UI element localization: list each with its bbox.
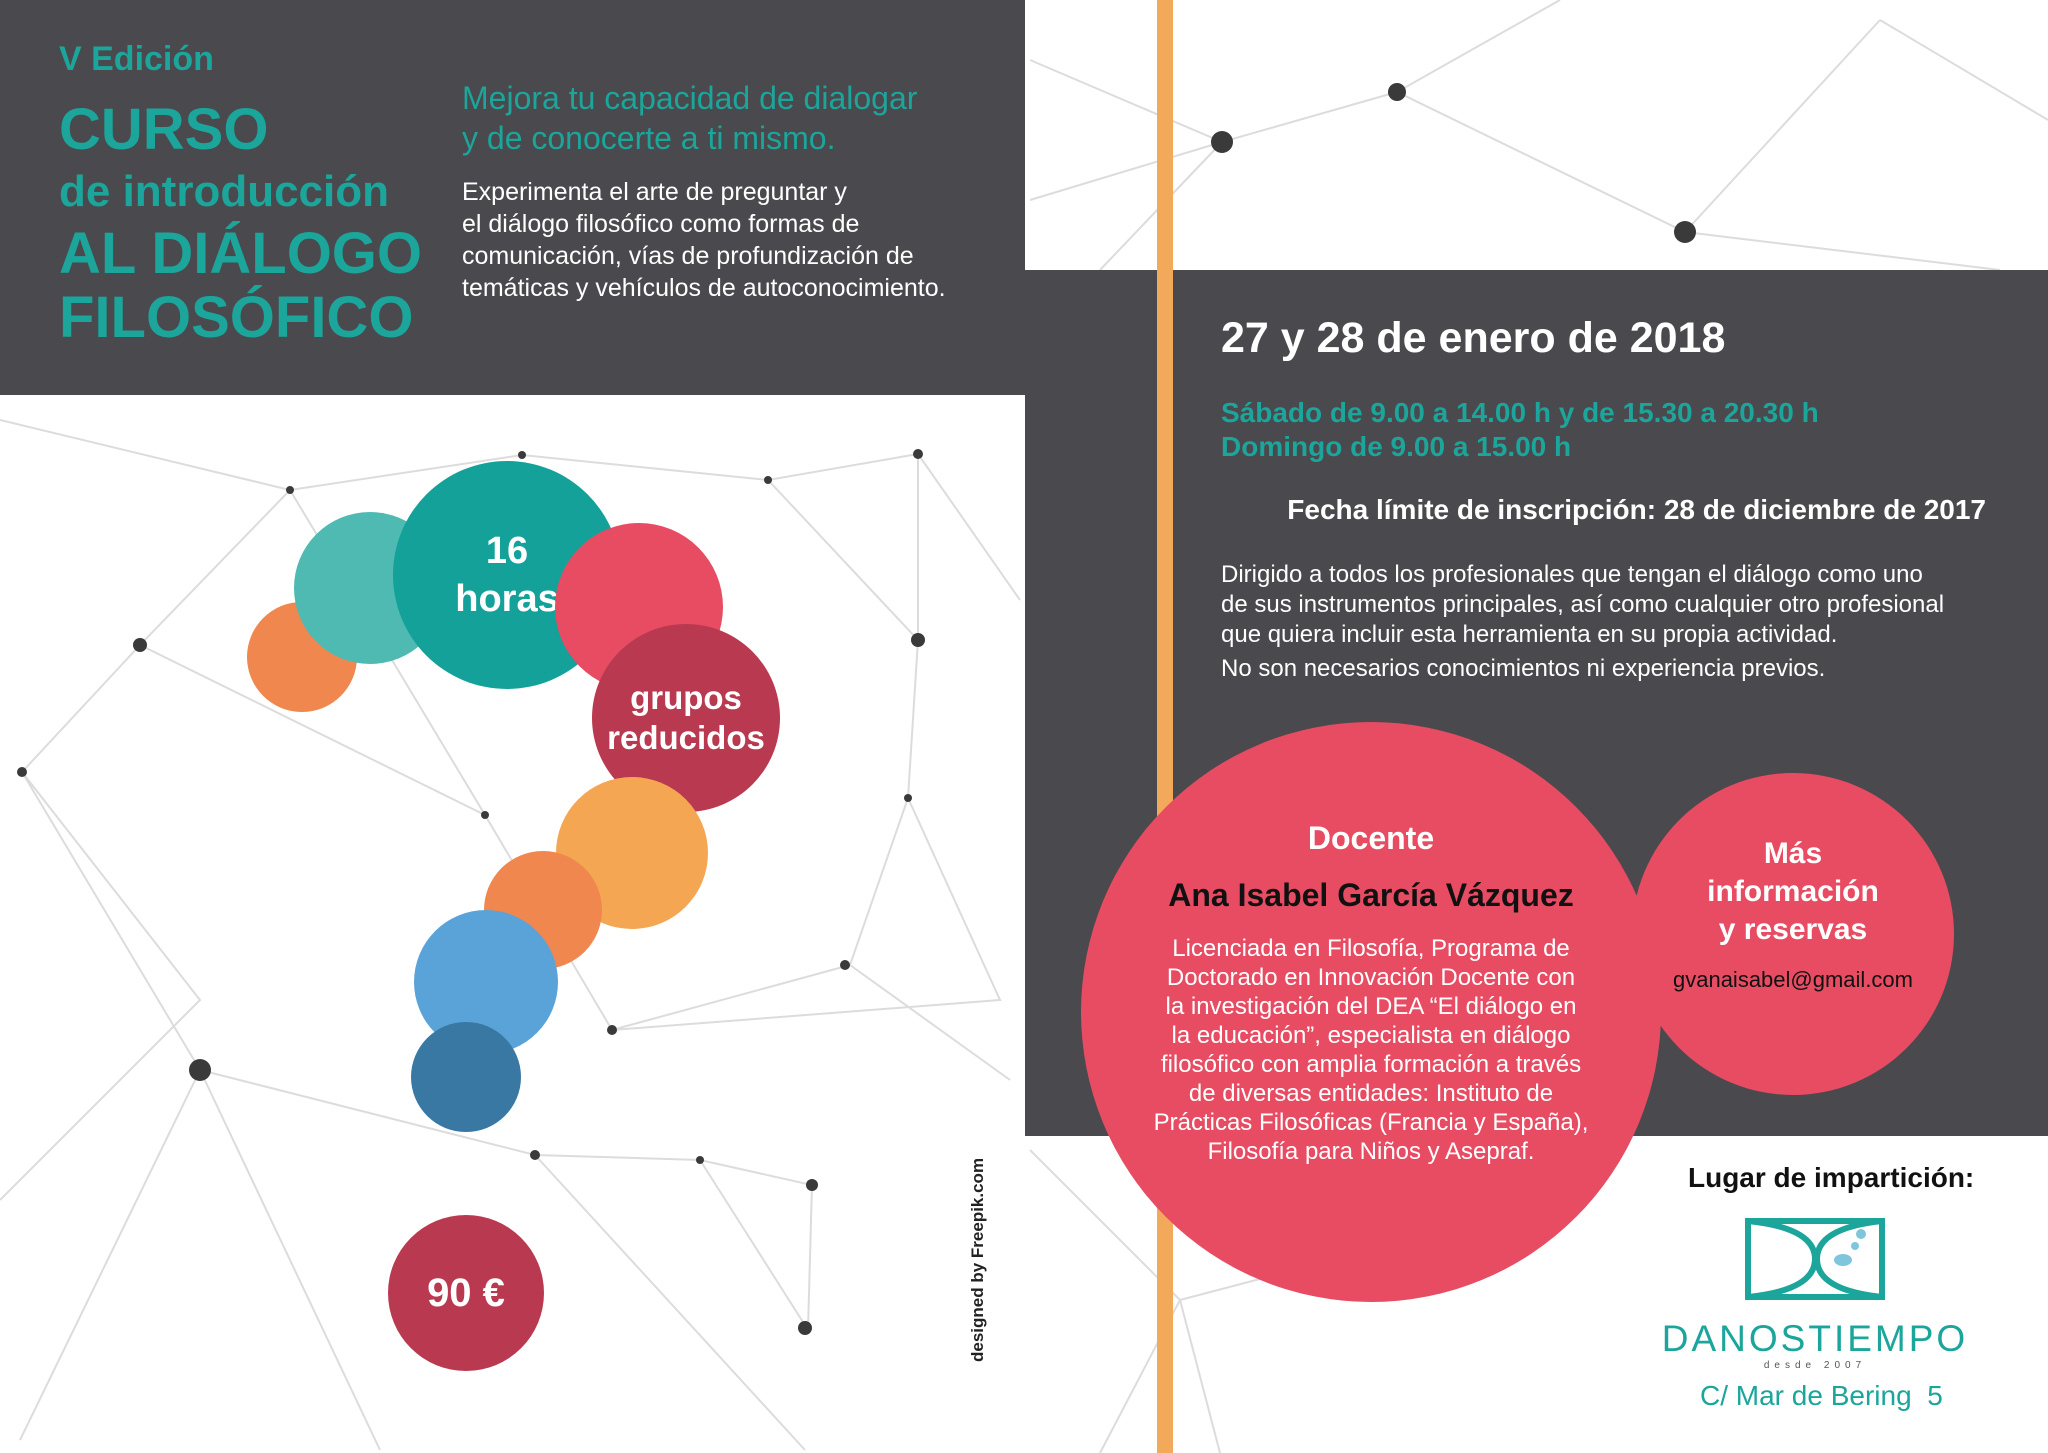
teacher-heading: Docente [1307, 820, 1435, 856]
registration-deadline: Fecha límite de inscripción: 28 de dicie… [1287, 494, 1986, 525]
title-line: CURSO [59, 97, 269, 162]
danostiempo-logo-icon [1745, 1218, 1885, 1300]
prerequisites: No son necesarios conocimientos ni exper… [1221, 655, 1826, 682]
teacher-name: Ana Isabel García Vázquez [1168, 877, 1574, 913]
sunday-hours: Domingo de 9.00 a 15.00 h [1221, 431, 1572, 462]
saturday-hours: Sábado de 9.00 a 14.00 h y de 15.30 a 20… [1221, 397, 1819, 428]
course-dates: 27 y 28 de enero de 2018 [1221, 314, 1726, 362]
description-line: Experimenta el arte de preguntar y [462, 178, 847, 206]
bio-line: la investigación del DEA “El diálogo en [1165, 993, 1577, 1020]
description-line: comunicación, vías de profundización de [462, 242, 914, 270]
audience-line: de sus instrumentos principales, así com… [1221, 591, 1945, 618]
description-line: el diálogo filosófico como formas de [462, 210, 860, 238]
bio-line: Doctorado en Innovación Docente con [1166, 964, 1576, 991]
price-bubble: 90 € [388, 1215, 544, 1371]
info-line: Más [1763, 837, 1823, 870]
description-line: temáticas y vehículos de autoconocimient… [462, 274, 946, 302]
course-description: Experimenta el arte de preguntar y el di… [462, 176, 946, 304]
edition-label: V Edición [59, 40, 214, 78]
bio-line: de diversas entidades: Instituto de [1188, 1080, 1554, 1107]
info-line: y reservas [1718, 913, 1868, 946]
contact-email[interactable]: gvanaisabel@gmail.com [1672, 967, 1913, 992]
info-bubble: Más información y reservas gvanaisabel@g… [1632, 773, 1954, 1095]
groups-line: grupos [630, 679, 742, 716]
accent-bar [1157, 0, 1173, 1453]
title-line: FILOSÓFICO [59, 285, 414, 350]
schedule-hours: Sábado de 9.00 a 14.00 h y de 15.30 a 20… [1221, 396, 1819, 464]
audience-line: Dirigido a todos los profesionales que t… [1221, 561, 1923, 588]
tagline-line: Mejora tu capacidad de dialogar [462, 80, 918, 116]
bubble-dark-blue [411, 1022, 521, 1132]
audience-line: que quiera incluir esta herramienta en s… [1221, 621, 1838, 648]
venue-address: C/ Mar de Bering 5 [1700, 1380, 1943, 1411]
bio-line: Licenciada en Filosofía, Programa de [1172, 935, 1570, 962]
groups-line: reducidos [607, 719, 765, 756]
logo-text: DANOSTIEMPO [1661, 1318, 1969, 1359]
info-line: información [1707, 875, 1879, 908]
teacher-bubble: Docente Ana Isabel García Vázquez Licenc… [1081, 722, 1661, 1302]
hours-label: horas [455, 578, 559, 620]
title-line: de introducción [59, 167, 389, 216]
header-panel [0, 0, 1025, 395]
venue-heading: Lugar de impartición: [1688, 1162, 1975, 1193]
tagline: Mejora tu capacidad de dialogar y de con… [462, 78, 917, 158]
design-credit: designed by Freepik.com [968, 1157, 987, 1362]
course-title: CURSO de introducción AL DIÁLOGO FILOSÓF… [59, 98, 422, 350]
tagline-line: y de conocerte a ti mismo. [462, 120, 836, 156]
logo-subtext: desde 2007 [1763, 1360, 1867, 1371]
bio-line: filosófico con amplia formación a través [1160, 1051, 1582, 1078]
audience-text: Dirigido a todos los profesionales que t… [1221, 560, 1944, 684]
teacher-bio: Licenciada en Filosofía, Programa de Doc… [1154, 934, 1589, 1166]
bio-line: la educación”, especialista en diálogo [1171, 1022, 1571, 1049]
bio-line: Filosofía para Niños y Asepraf. [1207, 1138, 1535, 1165]
bio-line: Prácticas Filosóficas (Francia y España)… [1153, 1109, 1589, 1136]
hours-number: 16 [485, 530, 529, 572]
title-line: AL DIÁLOGO [59, 221, 423, 286]
